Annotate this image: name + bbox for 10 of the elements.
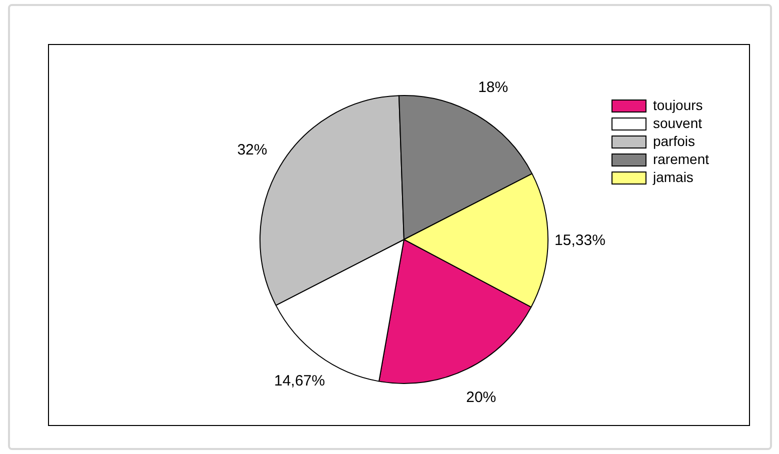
data-label: 20% xyxy=(466,388,496,406)
legend-label: jamais xyxy=(652,168,694,185)
data-label: 14,67% xyxy=(274,372,325,390)
legend-label: rarement xyxy=(652,150,710,167)
legend-label: toujours xyxy=(652,96,703,113)
data-label: 15,33% xyxy=(554,232,606,249)
legend-label: parfois xyxy=(652,132,696,149)
legend-label: souvent xyxy=(652,114,702,131)
data-label: 32% xyxy=(237,142,268,159)
data-label: 18% xyxy=(478,78,508,96)
